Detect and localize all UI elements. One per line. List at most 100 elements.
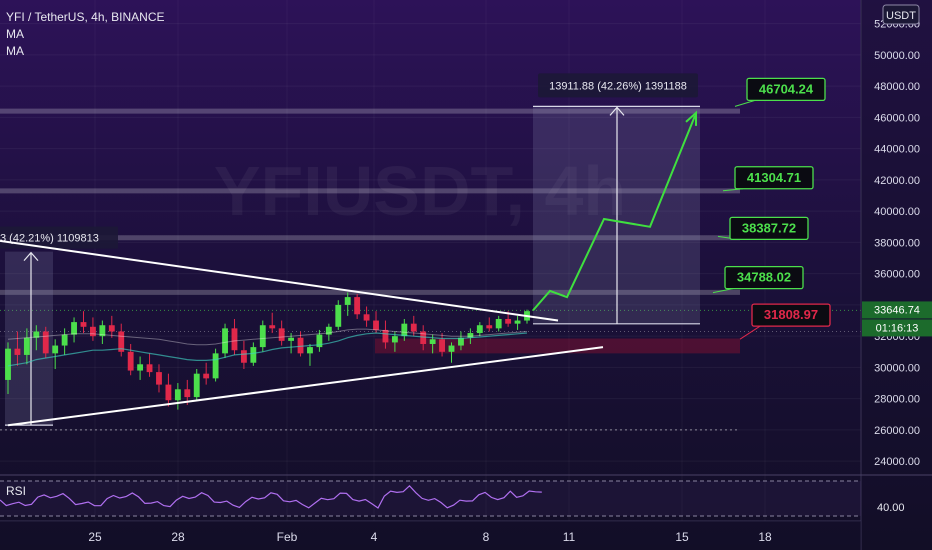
candles [5,292,530,410]
candle-body [297,337,304,354]
measure-box-2-label: 3 (42.21%) 1109813 [0,233,99,245]
price-tick-label: 40000.00 [874,206,920,218]
candle-body [259,325,266,348]
candle-body [335,304,342,327]
candle-body [429,339,436,344]
countdown-value: 01:16:13 [876,322,919,334]
measure-boxes: 13911.88 (42.26%) 1391188 3 (42.21%) 1109… [0,73,700,426]
candle-body [495,318,502,329]
price-tick-label: 38000.00 [874,237,920,249]
price-tick-label: 30000.00 [874,362,920,374]
indicator-label-ma-2[interactable]: MA [6,44,24,58]
upper-trendline [0,239,559,322]
time-tick-label: 18 [758,530,772,544]
candle-body [410,323,417,332]
candle-body [391,336,398,343]
candle-body [165,384,172,401]
price-tick-label: 24000.00 [874,456,920,468]
target-label-box [734,166,814,190]
ma-line-1 [7,332,528,367]
candle-body [439,339,445,352]
candle-body [467,333,474,338]
candle-body [269,325,276,329]
measure-box-1-label-bg [538,73,698,98]
candle-body [476,325,483,334]
target-label-box [746,77,826,102]
support-zone [375,338,740,354]
candle-body [193,373,200,398]
candle-body [52,345,59,354]
time-axis[interactable] [0,521,861,550]
price-axis-ticks: 52000.0050000.0048000.0046000.0044000.00… [874,19,920,469]
candle-body [108,325,115,332]
current-price-tag: 33646.74 01:16:13 [862,301,932,337]
ma-line-2 [7,328,528,346]
time-tick-label: 28 [171,530,185,544]
currency-badge[interactable] [882,4,920,25]
candle-body [42,331,49,354]
candle-body [5,348,11,380]
candle-body [118,331,125,352]
rsi-label[interactable]: RSI [6,484,26,498]
trend-lines [0,110,697,427]
candle-body [222,328,228,354]
candle-body [61,334,68,346]
candle-body [23,337,30,355]
target-labels: 46704.24 41304.71 38387.72 34788.02 31808.97 [712,77,831,340]
rsi-band [0,481,861,516]
candle-body [514,320,521,324]
price-tick-label: 46000.00 [874,112,920,124]
candle-body [99,325,106,337]
candle-body [33,331,40,338]
candle-body [184,389,191,398]
target-label-box [729,216,809,240]
candle-body [203,373,210,379]
candle-body [288,337,295,341]
countdown-bg [862,319,932,337]
price-tick-label: 36000.00 [874,269,920,281]
grid [0,23,861,462]
price-tick-label: 28000.00 [874,394,920,406]
candle-body [231,328,238,351]
measure-box-2-arrowhead [23,251,39,262]
target-label: 46704.24 [759,81,814,96]
target-label: 34788.02 [737,270,791,285]
currency-badge-label: USDT [886,10,916,22]
time-axis-ticks: 25 28 Feb 4 8 11 15 18 [88,530,772,544]
symbol-title: YFI / TetherUS, 4h, BINANCE [6,10,165,24]
candle-body [240,350,247,363]
candle-body [420,331,427,344]
candle-body [212,353,219,379]
candle-body [278,328,285,341]
price-axis[interactable] [861,0,932,475]
candle-body [505,318,512,324]
candle-body [382,329,389,343]
time-tick-label: 4 [371,530,378,544]
candle-body [156,372,162,385]
projection-path [532,115,696,312]
candle-body [137,364,144,371]
current-price-bg [862,301,932,319]
price-tick-label: 48000.00 [874,81,920,93]
target-label: 38387.72 [742,220,796,235]
candle-body [401,323,408,337]
measure-box-1-label: 13911.88 (42.26%) 1391188 [549,80,687,92]
candle-body [80,322,87,327]
target-label: 31808.97 [764,307,818,322]
projection-arrowhead [685,110,697,126]
time-tick-label: 11 [563,530,576,544]
candle-body [448,345,455,352]
price-tick-label: 50000.00 [874,50,920,62]
watermark-text: YFIUSDT, 4h [214,152,626,230]
time-tick-label: 8 [483,530,490,544]
current-price-value: 33646.74 [874,304,920,316]
candle-body [458,337,464,346]
rsi-line [0,484,542,509]
indicator-label-ma-1[interactable]: MA [6,27,24,41]
target-label-box [724,265,804,290]
candle-body [14,348,21,355]
measure-box-1-arrowhead [609,106,625,116]
candle-body [344,297,351,305]
lower-trendline [7,346,604,427]
